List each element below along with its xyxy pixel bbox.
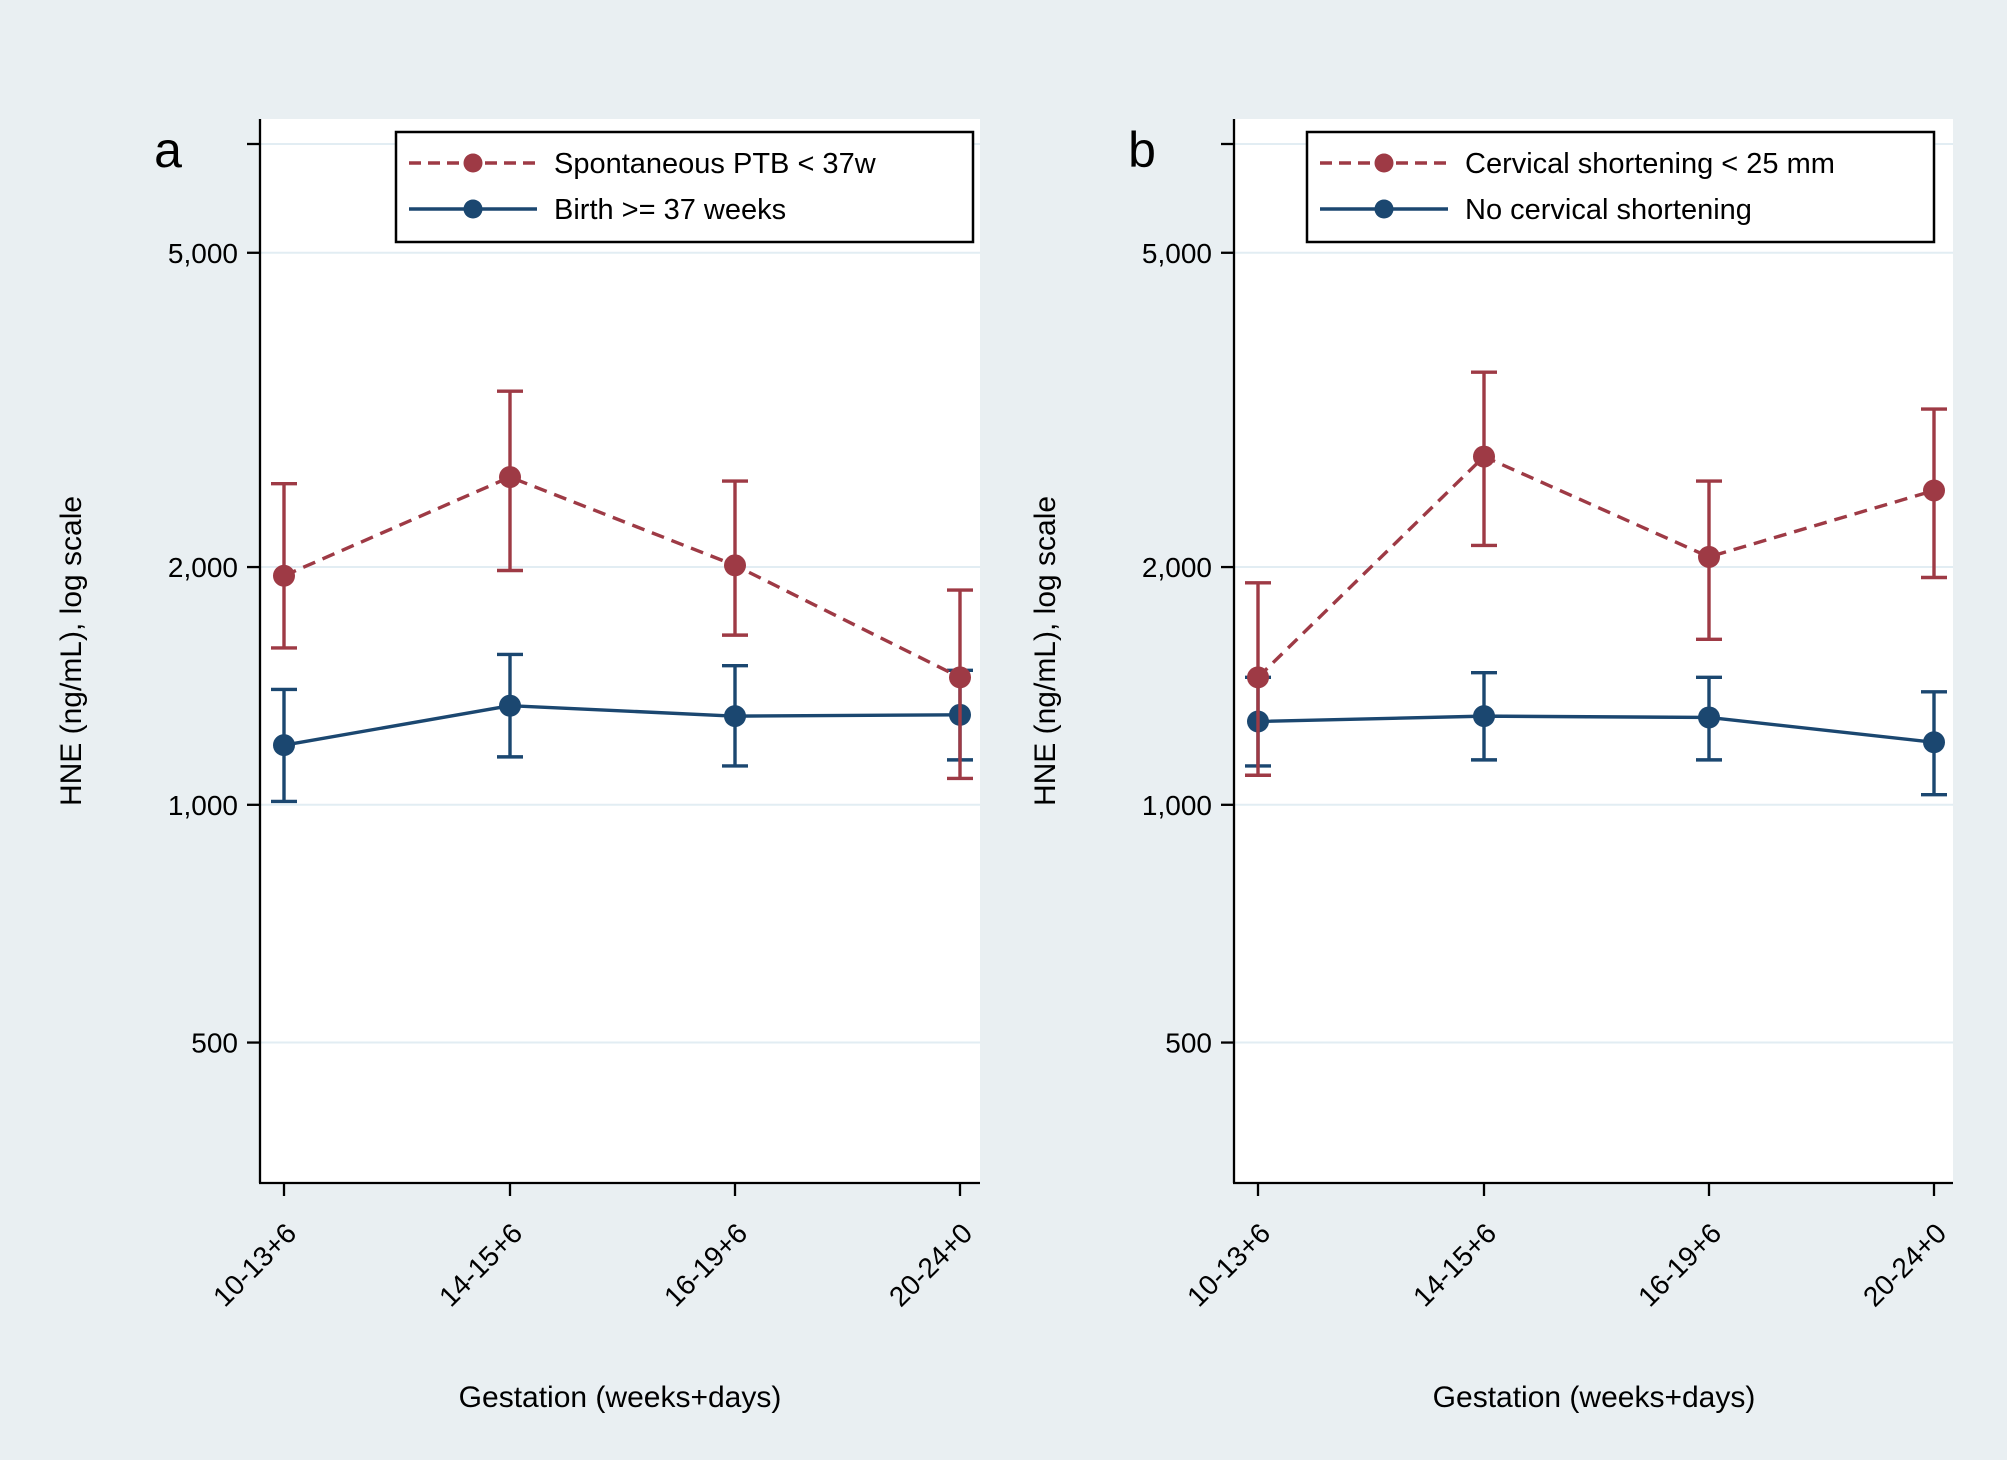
x-axis-tick-label: 20-24+0 [883, 1217, 978, 1312]
y-axis-tick-label: 2,000 [168, 552, 238, 583]
y-axis-tick-label: 1,000 [1142, 790, 1212, 821]
x-axis-tick-label: 10-13+6 [1181, 1217, 1276, 1312]
series-line [1256, 454, 1935, 679]
legend-key-marker [463, 153, 483, 173]
data-point-marker [1473, 705, 1495, 728]
series-red-dashed [1245, 370, 1947, 777]
y-axis-tick-label: 5,000 [1142, 238, 1212, 269]
data-point-marker [724, 554, 746, 577]
y-axis-tick-label: 500 [1165, 1028, 1212, 1059]
legend-key-marker [463, 199, 483, 219]
legend-label: Cervical shortening < 25 mm [1465, 148, 1835, 180]
series-blue-solid [271, 652, 973, 804]
legend-key-marker [1374, 153, 1394, 173]
legend-box [394, 130, 975, 244]
y-axis-title-b: HNE (ng/mL), log scale [1029, 495, 1062, 807]
legend-key-marker [1374, 199, 1394, 219]
y-axis-tick-label: 5,000 [168, 238, 238, 269]
data-point-marker [273, 564, 295, 587]
series-line [283, 703, 961, 747]
legend-label: Spontaneous PTB < 37w [554, 148, 877, 180]
data-point-marker [1698, 706, 1720, 729]
legend: Spontaneous PTB < 37w Birth >= 37 weeks [394, 130, 975, 244]
x-axis-tick-label: 10-13+6 [207, 1217, 302, 1312]
legend-box [1305, 130, 1936, 244]
data-point-marker [273, 734, 295, 757]
series-line [283, 475, 961, 679]
series-line [1257, 714, 1935, 744]
x-axis-title-b: Gestation (weeks+days) [1432, 1381, 1756, 1414]
x-axis-tick-label: 20-24+0 [1857, 1217, 1952, 1312]
data-point-marker [499, 466, 521, 489]
data-point-marker [1473, 445, 1495, 468]
x-axis-tick-label: 14-15+6 [433, 1217, 528, 1312]
legend-label: Birth >= 37 weeks [554, 194, 786, 226]
y-axis-tick-label: 2,000 [1142, 552, 1212, 583]
panel-b: 500 1,000 2,000 5,000 10-13+6 14-15+6 16-19+6 2… [1142, 119, 1953, 1312]
series-red-dashed [271, 389, 973, 781]
y-axis-title-a: HNE (ng/mL), log scale [55, 495, 88, 807]
x-axis-tick-label: 14-15+6 [1407, 1217, 1502, 1312]
y-axis-tick-label: 500 [191, 1028, 238, 1059]
panel-label-a: a [154, 122, 182, 178]
plot-area [1234, 119, 1953, 1183]
x-axis-title-a: Gestation (weeks+days) [458, 1381, 782, 1414]
data-point-marker [1247, 666, 1269, 689]
x-axis-tick-label: 16-19+6 [1632, 1217, 1727, 1312]
data-point-marker [1698, 545, 1720, 568]
x-axis-tick-label: 16-19+6 [658, 1217, 753, 1312]
panel-a: 500 1,000 2,000 5,000 10-13+6 14-15+6 16-19+6 2… [168, 119, 980, 1312]
data-point-marker [724, 705, 746, 728]
series-blue-solid [1245, 670, 1947, 797]
plot-area [260, 119, 980, 1183]
legend: Cervical shortening < 25 mm No cervical s… [1305, 130, 1936, 244]
data-point-marker [1923, 731, 1945, 754]
data-point-marker [1923, 479, 1945, 502]
data-point-marker [949, 666, 971, 689]
panel-label-b: b [1128, 122, 1156, 178]
data-point-marker [499, 694, 521, 717]
y-axis-tick-label: 1,000 [168, 790, 238, 821]
legend-label: No cervical shortening [1465, 194, 1752, 226]
